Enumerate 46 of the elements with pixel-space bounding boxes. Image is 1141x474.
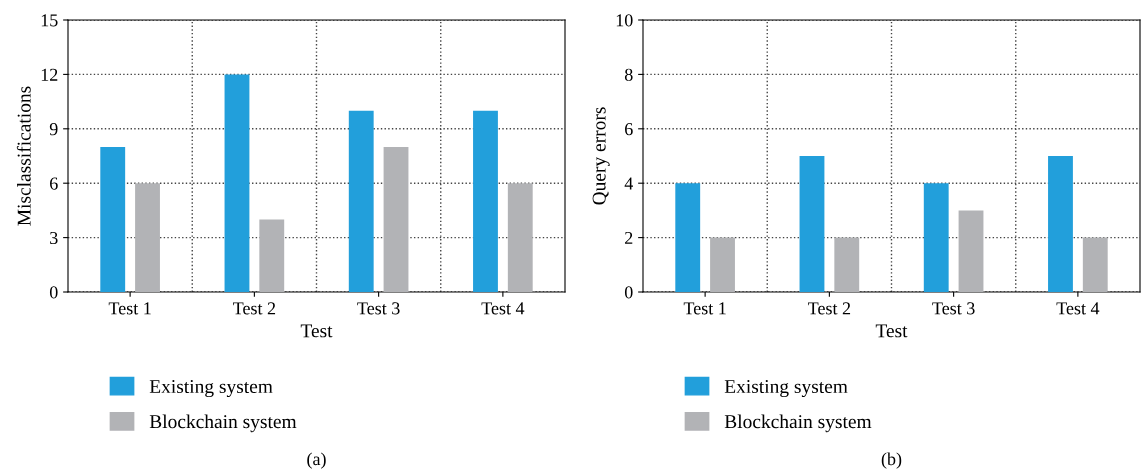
y-tick-label: 0 [49, 286, 58, 299]
legend-label: Existing system [149, 379, 273, 398]
x-tick-label: Test 3 [932, 302, 975, 315]
y-tick-label: 0 [624, 286, 633, 299]
bar [224, 74, 250, 292]
y-tick-label: 15 [41, 14, 58, 27]
bar [383, 146, 409, 292]
y-tick-label: 2 [625, 231, 633, 244]
x-tick-label: Test 2 [233, 302, 276, 315]
legend-label: Existing system [724, 379, 848, 398]
x-axis-title: Test [875, 324, 908, 338]
bar [834, 237, 860, 292]
y-tick-label: 4 [624, 177, 633, 190]
bar [958, 210, 984, 292]
x-tick-label: Test 2 [808, 302, 851, 315]
bar [923, 183, 949, 292]
bar [259, 219, 285, 292]
y-axis-title: Query errors [592, 107, 610, 205]
x-tick-label: Test 1 [108, 302, 151, 315]
bar [1082, 237, 1108, 292]
y-tick-label: 9 [49, 123, 58, 136]
y-tick-label: 12 [41, 68, 58, 81]
y-axis-title: Misclassifications [16, 86, 31, 226]
y-tick-label: 6 [625, 123, 633, 136]
text: (b) [881, 452, 902, 469]
y-tick-label: 3 [50, 231, 58, 245]
bar [675, 183, 701, 292]
x-tick-label: Test 4 [1056, 302, 1100, 315]
y-tick-label: 6 [50, 177, 58, 190]
legend-label: Blockchain system [724, 414, 872, 433]
bar [135, 183, 160, 292]
legend-label: Blockchain system [149, 414, 297, 433]
bar [799, 156, 825, 292]
bar [710, 237, 735, 292]
bar [507, 183, 533, 292]
y-tick-label: 10 [616, 14, 633, 27]
bar [100, 146, 126, 292]
text: (a) [307, 452, 326, 469]
bar [1048, 156, 1073, 292]
x-tick-label: Test 4 [481, 302, 525, 315]
bar [473, 110, 498, 292]
bar [348, 110, 374, 292]
x-axis-title: Test [300, 324, 333, 338]
y-tick-label: 8 [624, 68, 633, 81]
x-tick-label: Test 3 [357, 302, 400, 315]
x-tick-label: Test 1 [683, 302, 726, 315]
